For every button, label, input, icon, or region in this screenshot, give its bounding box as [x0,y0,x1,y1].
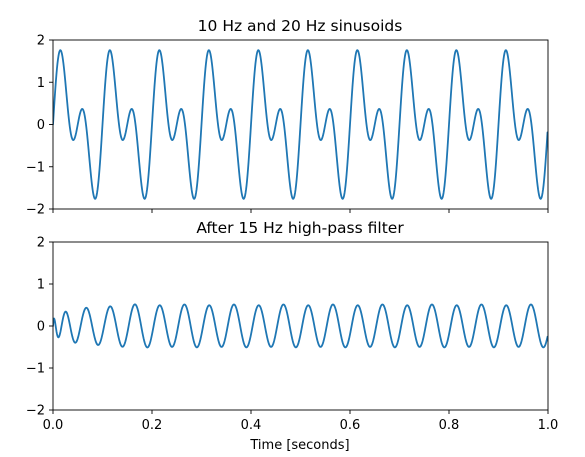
bottom-chart-title: After 15 Hz high-pass filter [196,219,404,237]
x-tick-label: 0.4 [241,418,262,433]
bottom-y-ticks: −2 −1 0 1 2 [26,236,53,419]
y-tick-label: 1 [37,278,45,293]
x-tick-label: 0.2 [142,418,163,433]
y-tick-label: 2 [37,236,45,251]
series-line [53,49,548,200]
y-tick-label: 1 [37,76,45,91]
y-tick-label: 0 [37,320,45,335]
y-tick-label: −1 [26,362,45,377]
x-tick-label: 1.0 [538,418,559,433]
bottom-plot-area [53,303,548,349]
y-tick-label: 2 [37,34,45,49]
x-axis-label: Time [seconds] [249,438,349,453]
y-tick-label: 0 [37,118,45,133]
x-tick-label: 0.6 [340,418,361,433]
series-line [53,303,548,349]
y-tick-label: −1 [26,160,45,175]
top-y-ticks: −2 −1 0 1 2 [26,34,53,218]
bottom-x-ticks: 0.0 0.2 0.4 0.6 0.8 1.0 [43,410,559,433]
y-tick-label: −2 [26,203,45,218]
bottom-axes: After 15 Hz high-pass filter 0.0 0.2 0.4 0.… [26,219,559,453]
top-plot-area [53,49,548,200]
top-chart-title: 10 Hz and 20 Hz sinusoids [198,17,403,35]
top-x-ticks [52,209,549,213]
top-axes: 10 Hz and 20 Hz sinusoids −2 −1 0 1 2 [26,17,549,218]
y-tick-label: −2 [26,404,45,419]
x-tick-label: 0.8 [439,418,460,433]
x-tick-label: 0.0 [43,418,64,433]
